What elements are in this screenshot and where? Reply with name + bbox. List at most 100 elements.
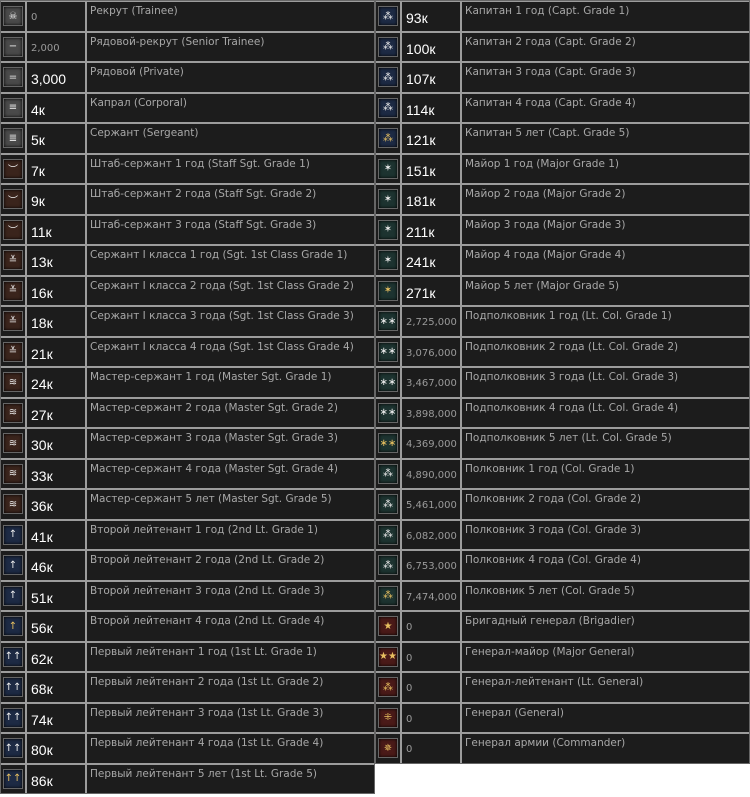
rank-row: ⁂ 100к Капитан 2 года (Capt. Grade 2) bbox=[376, 30, 749, 61]
rank-row: ✶ 241к Майор 4 года (Major Grade 4) bbox=[376, 244, 749, 275]
icon-cell: ✶ bbox=[376, 276, 402, 305]
rank-row: ⁜ 0 Генерал (General) bbox=[376, 701, 749, 732]
icon-cell: ↑ bbox=[1, 612, 27, 641]
major-star-icon: ✶ bbox=[378, 219, 398, 240]
double-chevron-icon: ≚ bbox=[3, 311, 23, 332]
rank-value: 3,467,000 bbox=[402, 368, 462, 397]
icon-cell: ⁂ bbox=[376, 93, 402, 122]
rank-name: Штаб-сержант 1 год (Staff Sgt. Grade 1) bbox=[90, 157, 310, 170]
rank-name: Полковник 1 год (Col. Grade 1) bbox=[465, 462, 635, 475]
icon-cell: ︶ bbox=[1, 154, 27, 183]
captain-pips-icon: ⁂ bbox=[378, 67, 398, 88]
rank-row: ↑↑ 80к Первый лейтенант 4 года (1st Lt. … bbox=[1, 732, 374, 763]
icon-cell: ≚ bbox=[1, 276, 27, 305]
rank-name: Капитан 2 года (Capt. Grade 2) bbox=[465, 35, 636, 48]
rank-row: ↑ 51к Второй лейтенант 3 года (2nd Lt. G… bbox=[1, 579, 374, 610]
icon-cell: ↑↑ bbox=[1, 764, 27, 793]
two-stars-icon: ∗∗ bbox=[378, 341, 398, 362]
rank-name: Сержант I класса 3 года (Sgt. 1st Class … bbox=[90, 310, 354, 322]
captain-pips-icon: ⁂ bbox=[378, 97, 398, 118]
rank-value: 114к bbox=[402, 93, 462, 122]
icon-cell: ☠ bbox=[1, 2, 27, 31]
rank-row: ⁂ 107к Капитан 3 года (Capt. Grade 3) bbox=[376, 61, 749, 92]
icon-cell: ≡ bbox=[1, 93, 27, 122]
rank-row: ≣ 5к Сержант (Sergeant) bbox=[1, 122, 374, 153]
rank-value: 4,890,000 bbox=[402, 459, 462, 488]
rank-row: − 2,000 Рядовой-рекрут (Senior Trainee) bbox=[1, 30, 374, 61]
rank-row: ≚ 21к Сержант I класса 4 года (Sgt. 1st … bbox=[1, 335, 374, 366]
rank-name: Рядовой (Private) bbox=[90, 66, 184, 78]
icon-cell: ★ bbox=[376, 612, 402, 641]
rank-value: 0 bbox=[27, 2, 87, 31]
icon-cell: ↑↑ bbox=[1, 673, 27, 702]
icon-cell: ⁂ bbox=[376, 581, 402, 610]
icon-cell: ∗∗ bbox=[376, 337, 402, 366]
rank-value: 181к bbox=[402, 185, 462, 214]
triple-chevron-icon: ≋ bbox=[3, 494, 23, 515]
rank-row: ⁂ 114к Капитан 4 года (Capt. Grade 4) bbox=[376, 91, 749, 122]
single-pip-icon: ↑ bbox=[3, 585, 23, 606]
rank-row: ★★ 0 Генерал-майор (Major General) bbox=[376, 640, 749, 671]
icon-cell: ≋ bbox=[1, 429, 27, 458]
triple-chevron-icon: ≋ bbox=[3, 372, 23, 393]
rank-table-left: ☠ 0 Рекрут (Trainee) − 2,000 Рядовой-рекр… bbox=[0, 0, 375, 794]
rank-row: ✶ 181к Майор 2 года (Major Grade 2) bbox=[376, 183, 749, 214]
rank-value: 11к bbox=[27, 215, 87, 244]
icon-cell: ★★ bbox=[376, 642, 402, 671]
rank-name: Второй лейтенант 3 года (2nd Lt. Grade 3… bbox=[90, 584, 325, 597]
icon-cell: ∗∗ bbox=[376, 398, 402, 427]
rank-name: Второй лейтенант 2 года (2nd Lt. Grade 2… bbox=[90, 554, 325, 566]
rank-table-right: ⁂ 93к Капитан 1 год (Capt. Grade 1) ⁂ 100… bbox=[375, 0, 750, 764]
icon-cell: ↑↑ bbox=[1, 703, 27, 732]
rank-row: ★ 0 Бригадный генерал (Brigadier) bbox=[376, 610, 749, 641]
rank-name: Генерал-лейтенант (Lt. General) bbox=[465, 676, 644, 688]
rank-value: 30к bbox=[27, 429, 87, 458]
general-two-stars-icon: ★★ bbox=[378, 646, 398, 667]
rank-value: 121к bbox=[402, 124, 462, 153]
rank-name: Первый лейтенант 1 год (1st Lt. Grade 1) bbox=[90, 645, 317, 658]
rank-value: 0 bbox=[402, 734, 462, 763]
rank-value: 0 bbox=[402, 673, 462, 702]
icon-cell: ≋ bbox=[1, 368, 27, 397]
one-bar-icon: − bbox=[3, 36, 23, 57]
rank-value: 0 bbox=[402, 612, 462, 641]
three-stars-icon: ⁂ bbox=[378, 555, 398, 576]
rank-row: ∗∗ 4,369,000 Подполковник 5 лет (Lt. Col… bbox=[376, 427, 749, 458]
rank-row: ↑↑ 74к Первый лейтенант 3 года (1st Lt. … bbox=[1, 701, 374, 732]
rank-row: ✶ 271к Майор 5 лет (Major Grade 5) bbox=[376, 274, 749, 305]
rank-value: 13к bbox=[27, 246, 87, 275]
icon-cell: − bbox=[1, 32, 27, 61]
three-stars-icon: ⁂ bbox=[378, 494, 398, 515]
chevron-icon: ︶ bbox=[3, 189, 23, 210]
rank-row: ∗∗ 2,725,000 Подполковник 1 год (Lt. Col… bbox=[376, 305, 749, 336]
rank-name: Сержант I класса 2 года (Sgt. 1st Class … bbox=[90, 279, 354, 292]
rank-value: 0 bbox=[402, 642, 462, 671]
single-pip-icon: ↑ bbox=[3, 555, 23, 576]
rank-row: ⁂ 7,474,000 Полковник 5 лет (Col. Grade … bbox=[376, 579, 749, 610]
rank-row: ≡ 4к Капрал (Corporal) bbox=[1, 91, 374, 122]
icon-cell: ⁂ bbox=[376, 124, 402, 153]
four-bars-icon: ≣ bbox=[3, 128, 23, 149]
icon-cell: ≣ bbox=[1, 124, 27, 153]
rank-row: ↑↑ 62к Первый лейтенант 1 год (1st Lt. G… bbox=[1, 640, 374, 671]
rank-row: ⁂ 0 Генерал-лейтенант (Lt. General) bbox=[376, 671, 749, 702]
icon-cell: ↑ bbox=[1, 551, 27, 580]
rank-value: 36к bbox=[27, 490, 87, 519]
rank-value: 74к bbox=[27, 703, 87, 732]
rank-name: Первый лейтенант 4 года (1st Lt. Grade 4… bbox=[90, 737, 324, 749]
rank-value: 2,000 bbox=[27, 32, 87, 61]
rank-row: ⁂ 5,461,000 Полковник 2 года (Col. Grade… bbox=[376, 488, 749, 519]
rank-name: Подполковник 3 года (Lt. Col. Grade 3) bbox=[465, 371, 679, 383]
rank-value: 6,082,000 bbox=[402, 520, 462, 549]
rank-name: Майор 4 года (Major Grade 4) bbox=[465, 249, 626, 261]
rank-row: ≋ 24к Мастер-сержант 1 год (Master Sgt. … bbox=[1, 366, 374, 397]
icon-cell: ≋ bbox=[1, 459, 27, 488]
rank-row: ⁂ 121к Капитан 5 лет (Capt. Grade 5) bbox=[376, 122, 749, 153]
rank-row: ⁂ 4,890,000 Полковник 1 год (Col. Grade … bbox=[376, 457, 749, 488]
double-chevron-icon: ≚ bbox=[3, 250, 23, 271]
rank-name: Рядовой-рекрут (Senior Trainee) bbox=[90, 35, 265, 48]
rank-name: Подполковник 4 года (Lt. Col. Grade 4) bbox=[465, 401, 679, 414]
icon-cell: ⁂ bbox=[376, 490, 402, 519]
captain-pips-gold-icon: ⁂ bbox=[378, 128, 398, 149]
rank-name: Второй лейтенант 4 года (2nd Lt. Grade 4… bbox=[90, 615, 325, 627]
